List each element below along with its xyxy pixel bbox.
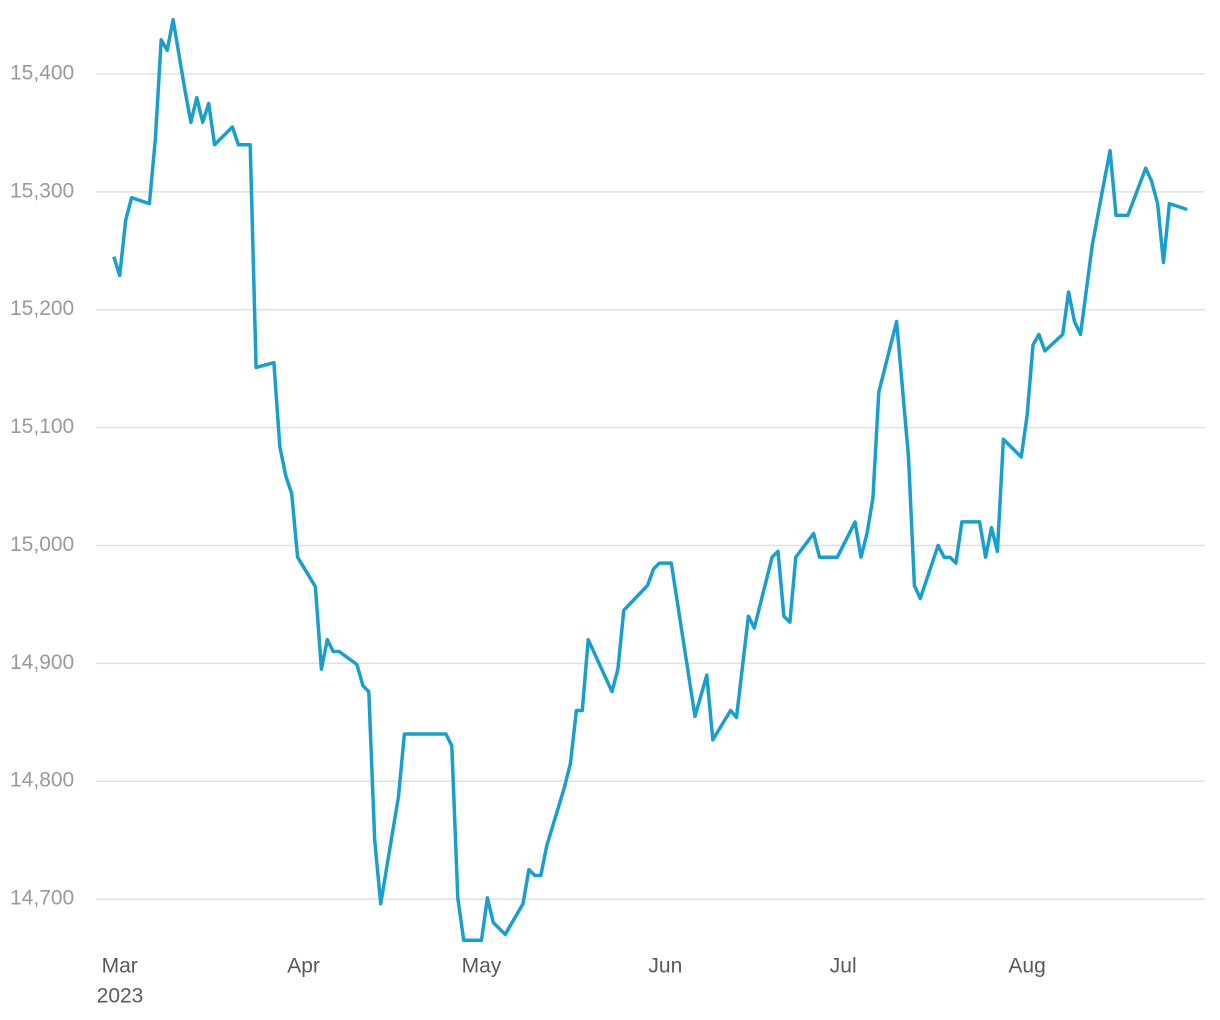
x-tick-label: May (462, 955, 502, 978)
y-tick-label: 15,200 (10, 297, 74, 320)
x-tick-label: Apr (287, 955, 320, 978)
x-tick-label: Aug (1008, 955, 1045, 978)
y-tick-label: 14,900 (10, 651, 74, 674)
y-tick-label: 15,400 (10, 61, 74, 84)
y-tick-label: 14,800 (10, 769, 74, 792)
x-tick-label: Jun (648, 955, 682, 978)
y-tick-label: 14,700 (10, 887, 74, 910)
y-tick-label: 15,300 (10, 179, 74, 202)
x-tick-label: Mar (102, 955, 138, 978)
price-line (112, 17, 1188, 943)
x-tick-label: Jul (830, 955, 857, 978)
x-sublabel: 2023 (97, 985, 144, 1008)
y-tick-label: 15,000 (10, 533, 74, 556)
y-tick-label: 15,100 (10, 415, 74, 438)
